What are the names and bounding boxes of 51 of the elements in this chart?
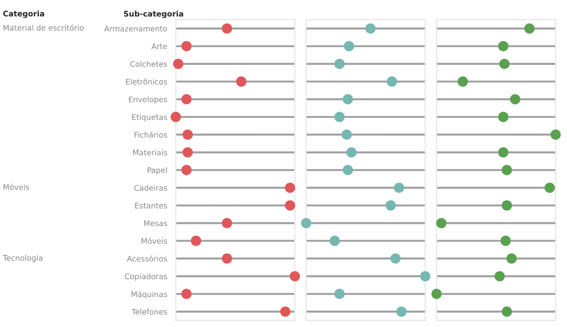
point	[344, 41, 354, 52]
point	[365, 23, 376, 34]
point	[222, 23, 232, 34]
point	[458, 76, 468, 87]
point	[510, 94, 520, 104]
point	[420, 271, 430, 282]
point	[500, 236, 511, 246]
point	[499, 58, 510, 70]
point	[544, 182, 555, 193]
point	[431, 288, 442, 300]
point	[502, 164, 512, 176]
point	[290, 271, 300, 282]
point	[190, 236, 202, 246]
point	[182, 147, 193, 158]
point	[334, 112, 345, 122]
point	[386, 76, 398, 87]
point	[284, 200, 296, 211]
point	[494, 271, 505, 282]
point	[181, 94, 192, 104]
point	[502, 306, 512, 317]
point	[550, 129, 561, 140]
point	[181, 164, 192, 176]
point	[436, 218, 447, 228]
point	[181, 288, 192, 300]
point	[498, 147, 508, 158]
point	[498, 41, 508, 52]
point	[284, 182, 296, 193]
point	[330, 236, 340, 246]
point	[301, 218, 312, 228]
point	[386, 200, 396, 211]
point	[396, 306, 407, 317]
point	[524, 23, 535, 34]
point	[334, 58, 345, 70]
point	[173, 58, 184, 70]
point	[334, 288, 345, 300]
point	[342, 164, 354, 176]
point	[502, 200, 512, 211]
point	[280, 306, 290, 317]
point	[222, 218, 232, 228]
point	[236, 76, 246, 87]
point	[342, 129, 352, 140]
point	[182, 129, 193, 140]
point	[346, 147, 357, 158]
point	[342, 94, 354, 104]
point	[498, 112, 508, 122]
point	[170, 112, 181, 122]
point	[506, 253, 517, 264]
point	[181, 41, 192, 52]
point	[390, 253, 401, 264]
point	[394, 182, 404, 193]
point	[222, 253, 232, 264]
